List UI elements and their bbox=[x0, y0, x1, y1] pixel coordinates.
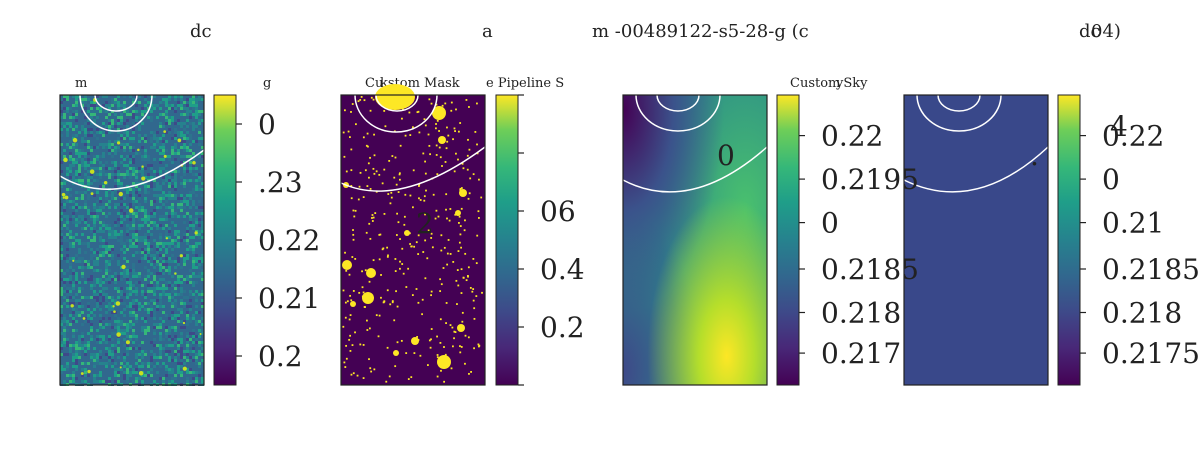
colorbar-2 bbox=[495, 94, 519, 386]
colorbar-tick-label: 0 bbox=[821, 207, 839, 240]
annulus-overlay bbox=[340, 94, 486, 192]
colorbar-tick-label: 0.2 bbox=[258, 340, 303, 373]
colorbar-ticks: 0.230.220.210.2060.40.20.220.219500.2185… bbox=[236, 94, 1200, 386]
colorbar-tick-label: 0.2175 bbox=[1102, 337, 1200, 370]
heatmap-panel-1 bbox=[59, 94, 205, 386]
colorbar-tick-label: 0.2185 bbox=[1102, 253, 1200, 286]
colorbar-tick-label: 0.218 bbox=[1102, 297, 1182, 330]
colorbar-tick-label: 0.2 bbox=[540, 311, 585, 344]
colorbar-1 bbox=[213, 94, 237, 386]
colorbar-tick-label: 0.21 bbox=[1102, 207, 1164, 240]
colorbar-tick-label: 0.218 bbox=[821, 297, 901, 330]
colorbar-tick-label: 0.21 bbox=[258, 282, 320, 315]
panel-subtitle: ySky bbox=[835, 76, 868, 91]
colorbar-tick-label: 0.22 bbox=[258, 224, 320, 257]
stray-label: 0 bbox=[717, 139, 735, 172]
annulus-overlay bbox=[903, 94, 1049, 193]
colorbar-3 bbox=[776, 94, 800, 386]
header-texts: dc a m -00489122-s5-28-g (c dc 04) bbox=[190, 21, 1121, 42]
noise-field bbox=[60, 95, 204, 386]
heatmap-panel-3: 0 bbox=[622, 94, 768, 386]
colorbar-tick-label: 0.22 bbox=[821, 120, 883, 153]
colorbar-4 bbox=[1057, 94, 1081, 386]
colorbar-tick-label: 0.217 bbox=[821, 337, 901, 370]
panel-subtitle: Custom bbox=[790, 76, 840, 91]
heatmap-panel-4: . bbox=[903, 94, 1049, 386]
colorbar-tick-label: 0 bbox=[1102, 163, 1120, 196]
colorbar-tick-label: 0.2185 bbox=[821, 253, 919, 286]
stray-label: 2 bbox=[416, 207, 434, 240]
stray-label: 4 bbox=[1110, 110, 1128, 143]
stray-label: . bbox=[1030, 139, 1039, 172]
colorbar-tick-label: 0 bbox=[258, 108, 276, 141]
header-text: m -00489122-s5-28-g (c bbox=[592, 21, 809, 42]
colorbar-tick-label: 0.2195 bbox=[821, 163, 919, 196]
colorbars bbox=[213, 94, 1081, 386]
header-text: dc bbox=[1079, 21, 1101, 42]
heatmap-panel-2: 2 bbox=[340, 84, 486, 386]
panel-subtitle: m bbox=[75, 76, 87, 91]
annulus-overlay bbox=[59, 94, 205, 190]
header-text: dc bbox=[190, 21, 212, 42]
colorbar-tick-label: .23 bbox=[258, 166, 303, 199]
colorbar-tick-label: 0.4 bbox=[540, 253, 585, 286]
header-text: a bbox=[482, 21, 493, 42]
panel-subtitle: g bbox=[263, 76, 271, 91]
annulus-overlay bbox=[622, 94, 768, 193]
mask-sources bbox=[342, 96, 483, 383]
colorbar-tick-label: 06 bbox=[540, 195, 576, 228]
panel-subtitle: e Pipeline S bbox=[486, 76, 564, 91]
panel-subtitles: m g Cu kstom Mask e Pipeline S Custom yS… bbox=[75, 76, 868, 91]
header-text: 04) bbox=[1091, 21, 1121, 42]
colorbar-tick-label: 0.22 bbox=[1102, 120, 1164, 153]
panel-subtitle: Cu bbox=[365, 76, 383, 91]
